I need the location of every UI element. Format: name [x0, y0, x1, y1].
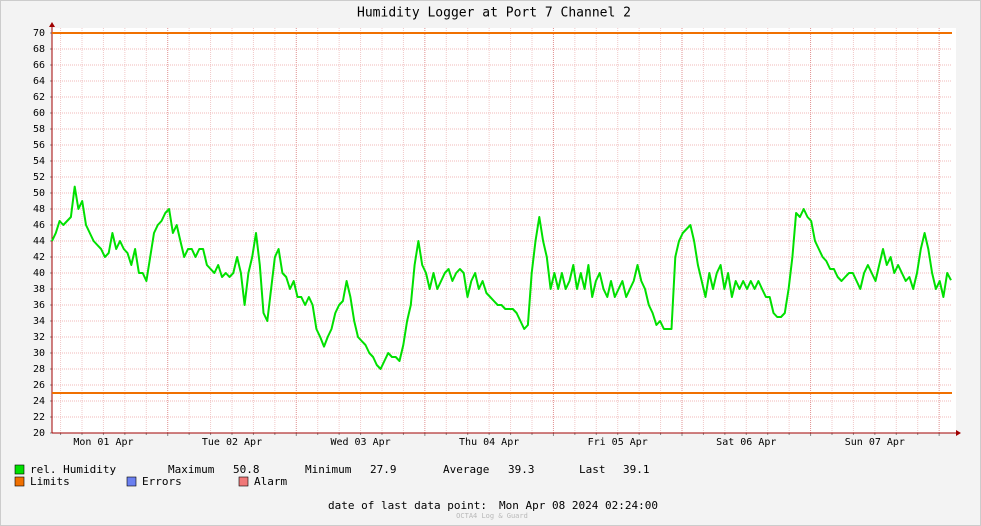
watermark: OCTA4 Log & Guard	[456, 512, 528, 520]
legend-swatch	[14, 476, 25, 487]
stat-label: Last	[579, 463, 606, 476]
legend-label: Errors	[142, 475, 182, 488]
stat-label: Maximum	[168, 463, 215, 476]
y-tick-label: 20	[33, 428, 45, 439]
y-tick-label: 28	[33, 364, 45, 375]
axis-arrow	[49, 22, 55, 27]
y-tick-label: 40	[33, 268, 45, 279]
legend-label: rel. Humidity	[30, 463, 116, 476]
y-tick-label: 32	[33, 332, 45, 343]
legend-swatch	[14, 464, 25, 475]
y-tick-label: 58	[33, 124, 45, 135]
y-tick-label: 36	[33, 300, 45, 311]
stat-value: 39.3	[508, 463, 535, 476]
x-tick-label: Fri 05 Apr	[588, 437, 648, 448]
y-tick-label: 56	[33, 140, 45, 151]
chart-title: Humidity Logger at Port 7 Channel 2	[357, 6, 631, 21]
stat-value: 27.9	[370, 463, 397, 476]
x-tick-label: Wed 03 Apr	[330, 437, 390, 448]
legend-swatch	[238, 476, 249, 487]
y-tick-label: 38	[33, 284, 45, 295]
y-tick-label: 64	[33, 76, 45, 87]
axis-arrow	[956, 430, 961, 436]
y-tick-label: 24	[33, 396, 45, 407]
stat-value: 50.8	[233, 463, 260, 476]
y-tick-label: 42	[33, 252, 45, 263]
y-tick-label: 26	[33, 380, 45, 391]
x-tick-label: Sun 07 Apr	[845, 437, 905, 448]
stat-label: Average	[443, 463, 489, 476]
y-tick-label: 66	[33, 60, 45, 71]
legend-label: Limits	[30, 475, 70, 488]
y-tick-label: 44	[33, 236, 45, 247]
y-tick-label: 70	[33, 28, 45, 39]
y-tick-label: 48	[33, 204, 45, 215]
y-tick-label: 34	[33, 316, 45, 327]
humidity-line	[51, 185, 952, 370]
x-tick-label: Mon 01 Apr	[73, 437, 133, 448]
x-tick-label: Tue 02 Apr	[202, 437, 262, 448]
footer-label: date of last data point:	[328, 499, 487, 512]
y-tick-label: 30	[33, 348, 45, 359]
y-tick-label: 68	[33, 44, 45, 55]
y-tick-label: 62	[33, 92, 45, 103]
y-tick-label: 46	[33, 220, 45, 231]
stat-label: Minimum	[305, 463, 352, 476]
legend-label: Alarm	[254, 475, 287, 488]
y-tick-label: 52	[33, 172, 45, 183]
y-tick-label: 54	[33, 156, 45, 167]
y-tick-label: 50	[33, 188, 45, 199]
y-tick-label: 60	[33, 108, 45, 119]
x-tick-label: Thu 04 Apr	[459, 437, 519, 448]
y-tick-label: 22	[33, 412, 45, 423]
legend-swatch	[126, 476, 137, 487]
stat-value: 39.1	[623, 463, 650, 476]
x-tick-label: Sat 06 Apr	[716, 437, 776, 448]
plot-area	[52, 28, 956, 433]
footer-value: Mon Apr 08 2024 02:24:00	[499, 499, 658, 512]
